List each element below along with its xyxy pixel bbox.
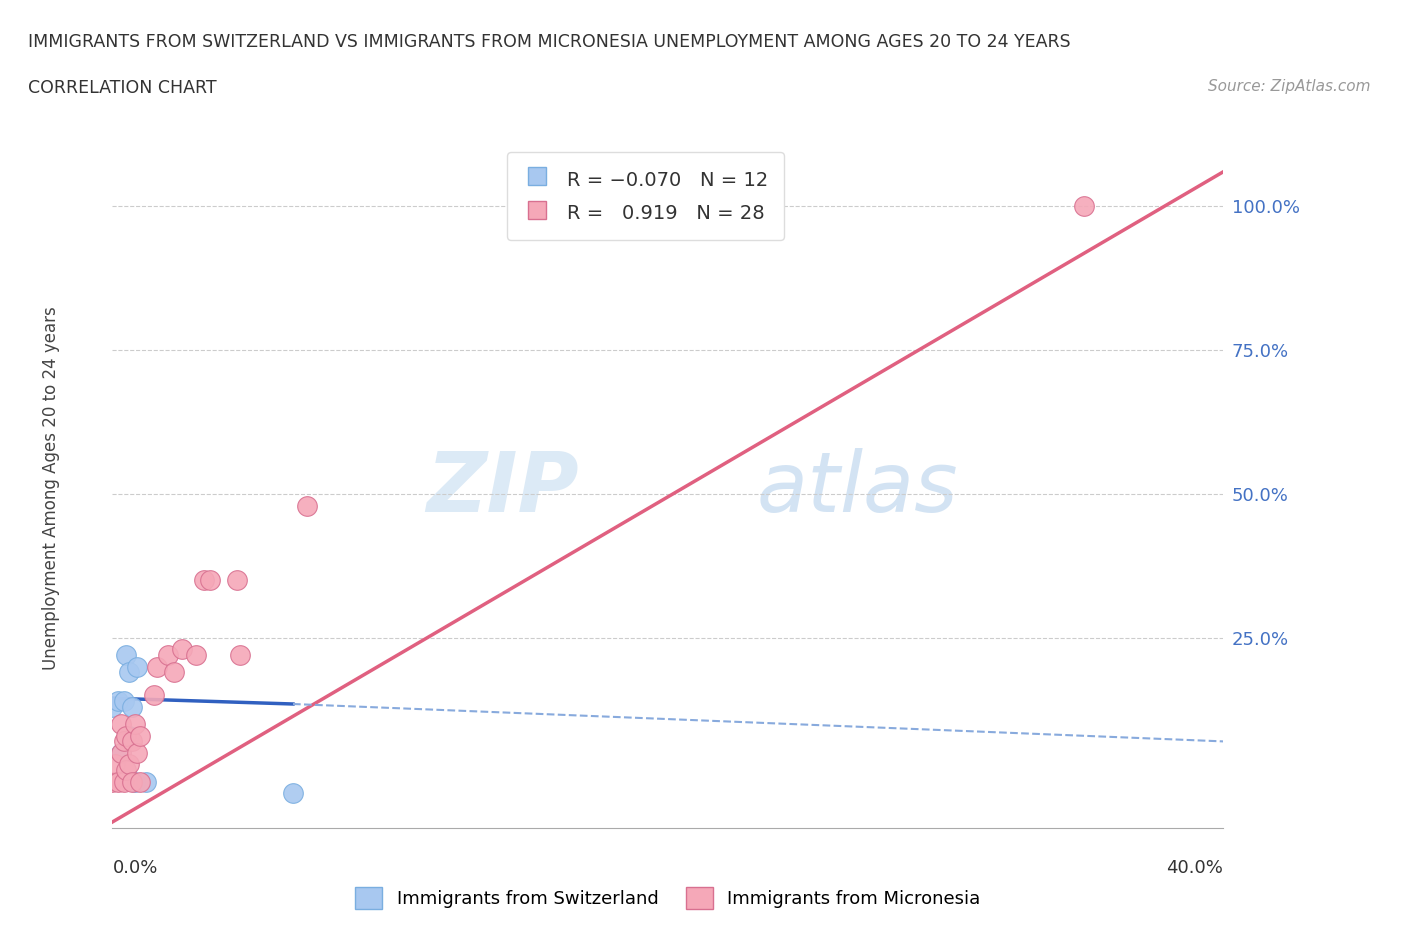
Point: [198, 573, 221, 588]
Point: [281, 786, 304, 801]
Point: [146, 659, 169, 674]
Point: [184, 647, 207, 662]
Point: [121, 734, 143, 749]
Point: [115, 647, 138, 662]
Point: [107, 694, 129, 709]
Text: 40.0%: 40.0%: [1167, 859, 1223, 877]
Point: [226, 573, 249, 588]
Point: [110, 746, 132, 761]
Text: IMMIGRANTS FROM SWITZERLAND VS IMMIGRANTS FROM MICRONESIA UNEMPLOYMENT AMONG AGE: IMMIGRANTS FROM SWITZERLAND VS IMMIGRANT…: [28, 33, 1071, 50]
Point: [112, 734, 135, 749]
Point: [110, 746, 132, 761]
Point: [135, 775, 157, 790]
Text: 0.0%: 0.0%: [112, 859, 157, 877]
Point: [127, 746, 149, 761]
Point: [118, 728, 141, 743]
Point: [104, 757, 127, 772]
Text: Source: ZipAtlas.com: Source: ZipAtlas.com: [1208, 79, 1371, 94]
Point: [1073, 199, 1095, 214]
Point: [143, 688, 166, 703]
Point: [121, 699, 143, 714]
Point: [129, 728, 152, 743]
Text: atlas: atlas: [756, 447, 959, 529]
Point: [115, 728, 138, 743]
Text: ZIP: ZIP: [426, 447, 579, 529]
Legend: Immigrants from Switzerland, Immigrants from Micronesia: Immigrants from Switzerland, Immigrants …: [349, 880, 987, 916]
Point: [157, 647, 180, 662]
Point: [101, 699, 124, 714]
Point: [101, 775, 124, 790]
Point: [112, 775, 135, 790]
Text: CORRELATION CHART: CORRELATION CHART: [28, 79, 217, 97]
Point: [107, 775, 129, 790]
Point: [124, 775, 146, 790]
Point: [229, 647, 252, 662]
Point: [112, 694, 135, 709]
Point: [118, 665, 141, 680]
Point: [118, 757, 141, 772]
Text: Unemployment Among Ages 20 to 24 years: Unemployment Among Ages 20 to 24 years: [42, 306, 60, 671]
Point: [162, 665, 184, 680]
Point: [170, 642, 193, 657]
Point: [115, 763, 138, 777]
Point: [127, 659, 149, 674]
Point: [295, 498, 318, 513]
Point: [124, 717, 146, 732]
Point: [129, 775, 152, 790]
Point: [193, 573, 215, 588]
Legend: R = −0.070   N = 12, R =   0.919   N = 28: R = −0.070 N = 12, R = 0.919 N = 28: [508, 152, 785, 240]
Point: [110, 717, 132, 732]
Point: [121, 775, 143, 790]
